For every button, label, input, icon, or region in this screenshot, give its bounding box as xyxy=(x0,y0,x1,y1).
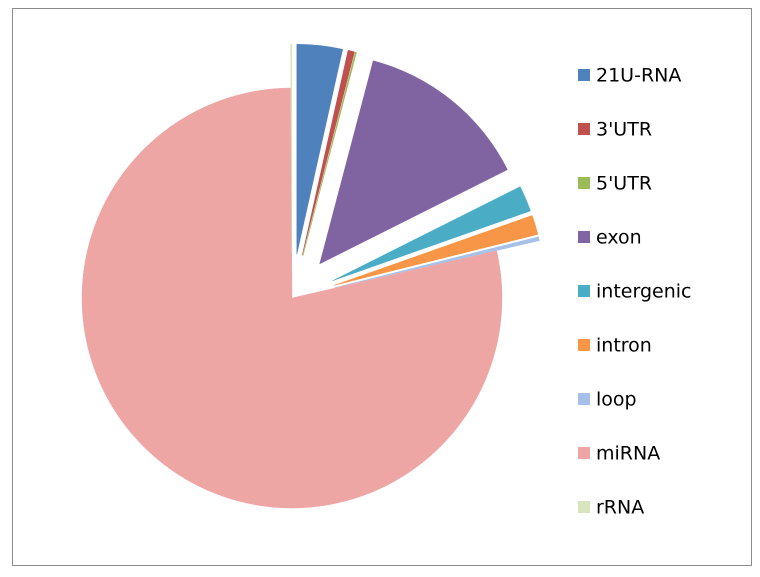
legend-label: intergenic xyxy=(596,281,691,303)
pie-slice xyxy=(296,44,343,255)
legend-swatch xyxy=(578,177,590,189)
legend-label: 3'UTR xyxy=(596,119,652,141)
legend-label: miRNA xyxy=(596,443,660,465)
legend-swatch xyxy=(578,231,590,243)
pie-slice xyxy=(332,186,531,282)
pie-slice xyxy=(334,215,539,286)
pie-slice xyxy=(319,60,508,265)
legend-swatch xyxy=(578,501,590,513)
legend-label: 5'UTR xyxy=(596,173,652,195)
pie-slice xyxy=(302,51,357,256)
legend-swatch xyxy=(578,123,590,135)
pie-slice xyxy=(290,43,293,255)
legend-label: intron xyxy=(596,335,652,357)
legend-swatch xyxy=(578,447,590,459)
legend-swatch xyxy=(578,69,590,81)
legend-label: 21U-RNA xyxy=(596,65,681,87)
legend-label: rRNA xyxy=(596,497,644,519)
legend-swatch xyxy=(578,285,590,297)
pie-slice xyxy=(302,49,355,256)
legend-swatch xyxy=(578,339,590,351)
legend-swatch xyxy=(578,393,590,405)
legend-label: exon xyxy=(596,227,642,249)
pie-slice xyxy=(334,236,540,288)
legend-label: loop xyxy=(596,389,637,411)
pie-slice xyxy=(81,87,503,509)
